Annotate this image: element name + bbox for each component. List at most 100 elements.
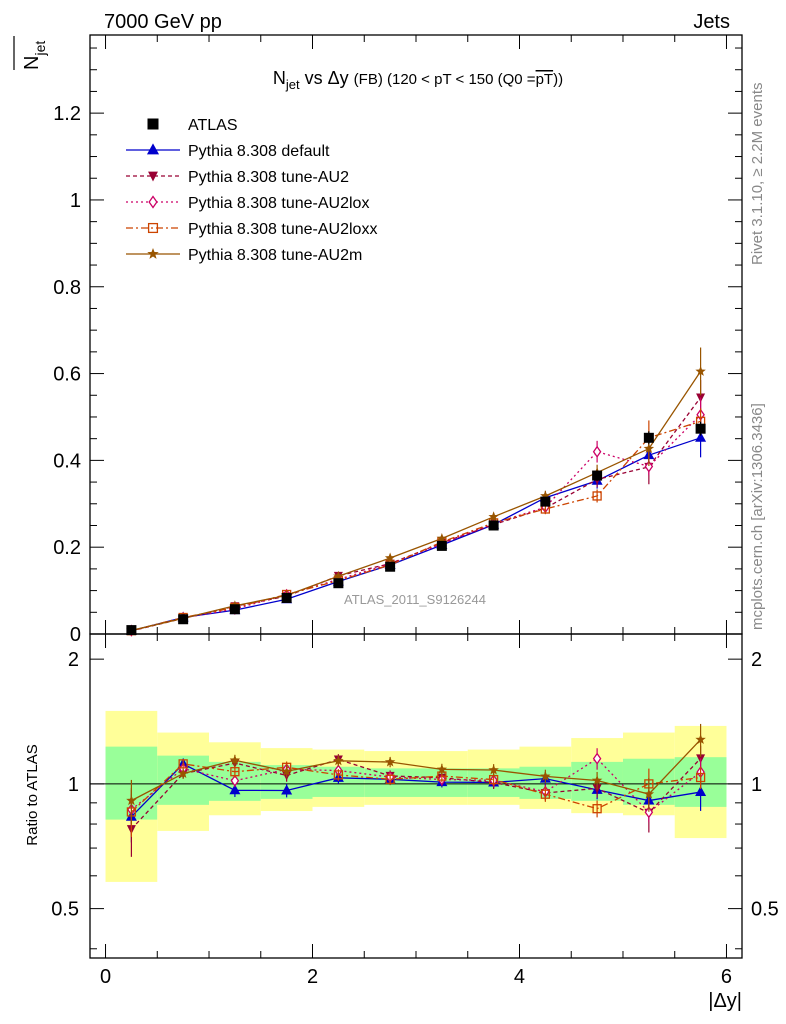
legend-label: Pythia 8.308 tune-AU2m: [188, 247, 362, 264]
ratio-point: [436, 763, 448, 774]
legend-entry: Pythia 8.308 tune-AU2loxx: [126, 221, 377, 238]
legend-marker: [147, 118, 159, 130]
legend-entry: Pythia 8.308 tune-AU2lox: [126, 195, 369, 212]
data-point: [281, 592, 292, 603]
main-y-label-n: N: [21, 56, 43, 70]
main-y-tick-label: 1: [70, 190, 81, 212]
title-n: N: [273, 68, 286, 88]
mcplots-label: mcplots.cern.ch [arXiv:1306.3436]: [749, 403, 766, 630]
data-point: [643, 432, 654, 443]
legend-entry: Pythia 8.308 default: [126, 143, 330, 160]
analysis-watermark: ATLAS_2011_S9126244: [344, 592, 486, 607]
data-point: [385, 561, 396, 572]
x-axis-label: |Δy|: [708, 990, 742, 1012]
ratio-line: [131, 739, 702, 802]
legend-label: Pythia 8.308 tune-AU2loxx: [188, 221, 377, 238]
legend-marker: [148, 195, 158, 209]
ratio-point: [385, 774, 395, 784]
ratio-point: [644, 806, 654, 819]
series-point: [540, 490, 551, 501]
series-point: [695, 365, 706, 376]
series-line: [131, 371, 702, 632]
ratio-point: [230, 767, 240, 777]
legend-entry: Pythia 8.308 tune-AU2: [126, 169, 349, 186]
series-point: [592, 491, 602, 501]
data-point: [592, 470, 603, 481]
title-close: )): [553, 71, 563, 88]
header-left: 7000 GeV pp: [104, 11, 222, 33]
legend-marker: [148, 171, 158, 182]
data-point: [540, 496, 551, 507]
legend-label: Pythia 8.308 tune-AU2: [188, 169, 349, 186]
main-y-axis-label: Njet: [13, 36, 48, 70]
series-point: [436, 533, 448, 543]
series-line: [131, 437, 701, 632]
ratio-point: [540, 770, 551, 781]
axes-layer: 0 2 4 6 0 0.2 0.4 0.6 0.8 1 1.2 0.5 0.5 1 1 2 2: [51, 34, 779, 988]
series-point: [644, 460, 654, 473]
ratio-pythia-8-308-tune-au2loxx: [126, 759, 706, 837]
x-tick-label: 6: [721, 966, 732, 988]
ratio-point: [178, 759, 188, 769]
title-q0: pT: [536, 71, 554, 88]
ratio-point: [591, 774, 603, 785]
ratio-point: [126, 795, 137, 806]
ratio-y-tick-label-right: 2: [751, 649, 762, 671]
legend-marker: [146, 143, 160, 155]
ratio-y-tick-label: 2: [68, 649, 79, 671]
main-y-tick-label: 0.4: [53, 450, 81, 472]
ratio-point: [592, 804, 602, 814]
ratio-point: [281, 765, 292, 776]
ratio-y-tick-label-right: 1: [751, 774, 762, 796]
header-right: Jets: [693, 11, 730, 33]
legend-entry: Pythia 8.308 tune-AU2m: [126, 247, 362, 264]
x-tick-label: 2: [307, 966, 318, 988]
series-point: [695, 431, 707, 442]
ratio-point: [281, 784, 293, 795]
legend-label: Pythia 8.308 tune-AU2lox: [188, 195, 369, 212]
x-tick-label: 0: [100, 966, 111, 988]
ratio-point: [695, 772, 706, 783]
title-n-sub: jet: [285, 77, 300, 92]
data-point: [436, 540, 447, 551]
ratio-point: [488, 764, 499, 775]
series-atlas-data: [126, 421, 706, 636]
legend-marker: [147, 247, 159, 259]
data-point: [488, 520, 499, 531]
ratio-y-tick-label: 0.5: [51, 899, 79, 921]
ratio-uncertainty-bands: [90, 710, 742, 882]
title-cut: (120 < pT < 150 (Q0 =: [383, 71, 536, 88]
ratio-point: [695, 734, 706, 745]
ratio-point: [643, 788, 655, 799]
title-mid: vs Δy: [300, 68, 354, 88]
data-point: [695, 423, 706, 434]
ratio-point: [229, 784, 241, 795]
data-point: [229, 604, 240, 615]
legend-entry: ATLAS: [147, 117, 238, 134]
data-point: [333, 578, 344, 589]
ratio-pythia-8-308-tune-au2m: [126, 723, 706, 825]
ratio-y-axis-label: Ratio to ATLAS: [24, 744, 41, 845]
data-point: [178, 614, 189, 625]
series-point: [333, 570, 344, 581]
ratio-point: [695, 786, 707, 797]
ratio-line: [130, 757, 702, 830]
ratio-line: [130, 763, 701, 818]
data-point: [126, 625, 137, 636]
main-y-tick-label: 1.2: [53, 103, 81, 125]
chart-title: Njet vs Δy (FB) (120 < pT < 150 (Q0 =pT)…: [273, 68, 563, 92]
ratio-point: [592, 752, 602, 765]
x-tick-label: 4: [514, 966, 525, 988]
legend-label: ATLAS: [188, 117, 238, 134]
series-point: [488, 511, 499, 522]
svg-text:Njet: Njet: [21, 41, 48, 70]
main-y-tick-label: 0.6: [53, 364, 81, 386]
series-line: [131, 420, 701, 632]
ratio-line: [130, 763, 701, 813]
main-y-tick-label: 0: [70, 624, 81, 646]
series-point: [384, 552, 396, 563]
main-series-layer: [125, 347, 707, 637]
ratio-point: [384, 756, 396, 767]
series-point: [592, 445, 602, 458]
